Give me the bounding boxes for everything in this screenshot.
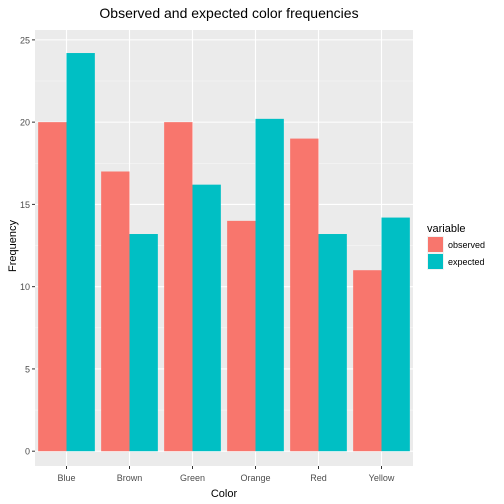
y-tick-label: 15	[20, 200, 30, 210]
minor-gridlines	[35, 80, 413, 411]
y-tick-label: 5	[25, 364, 30, 374]
bar-expected-orange	[255, 118, 284, 452]
bar-expected-blue	[66, 53, 95, 452]
bar-observed-brown	[101, 171, 130, 452]
x-tick-label: Orange	[240, 473, 270, 483]
chart-title: Observed and expected color frequencies	[99, 5, 358, 21]
y-axis: 0 5 10 15 20 25	[20, 35, 35, 457]
x-tick-label: Green	[180, 473, 205, 483]
x-tick-label: Brown	[117, 473, 143, 483]
bar-observed-orange	[227, 220, 256, 452]
plot-panel	[35, 30, 413, 466]
x-tick-label: Red	[310, 473, 327, 483]
y-tick-label: 20	[20, 118, 30, 128]
y-tick-label: 10	[20, 282, 30, 292]
x-tick-label: Blue	[57, 473, 75, 483]
legend-swatch-observed	[428, 237, 443, 252]
legend-swatch-expected	[428, 254, 443, 269]
legend-title: variable	[427, 223, 466, 235]
bar-observed-green	[164, 122, 193, 452]
x-axis-title: Color	[211, 488, 238, 500]
y-axis-title: Frequency	[7, 220, 19, 272]
bar-expected-brown	[129, 234, 158, 452]
bar-observed-red	[290, 138, 319, 452]
legend-label-expected: expected	[448, 257, 485, 267]
legend-label-observed: observed	[448, 240, 485, 250]
bar-expected-red	[318, 234, 347, 452]
legend: variable observed expected	[427, 223, 485, 270]
y-tick-label: 0	[25, 447, 30, 457]
bar-expected-yellow	[381, 217, 410, 452]
y-tick-label: 25	[20, 35, 30, 45]
x-tick-label: Yellow	[369, 473, 395, 483]
bar-expected-green	[192, 184, 221, 452]
bar-observed-blue	[38, 122, 67, 452]
bars	[38, 53, 410, 452]
x-axis: Blue Brown Green Orange Red Yellow	[57, 466, 395, 483]
bar-observed-yellow	[353, 270, 382, 452]
